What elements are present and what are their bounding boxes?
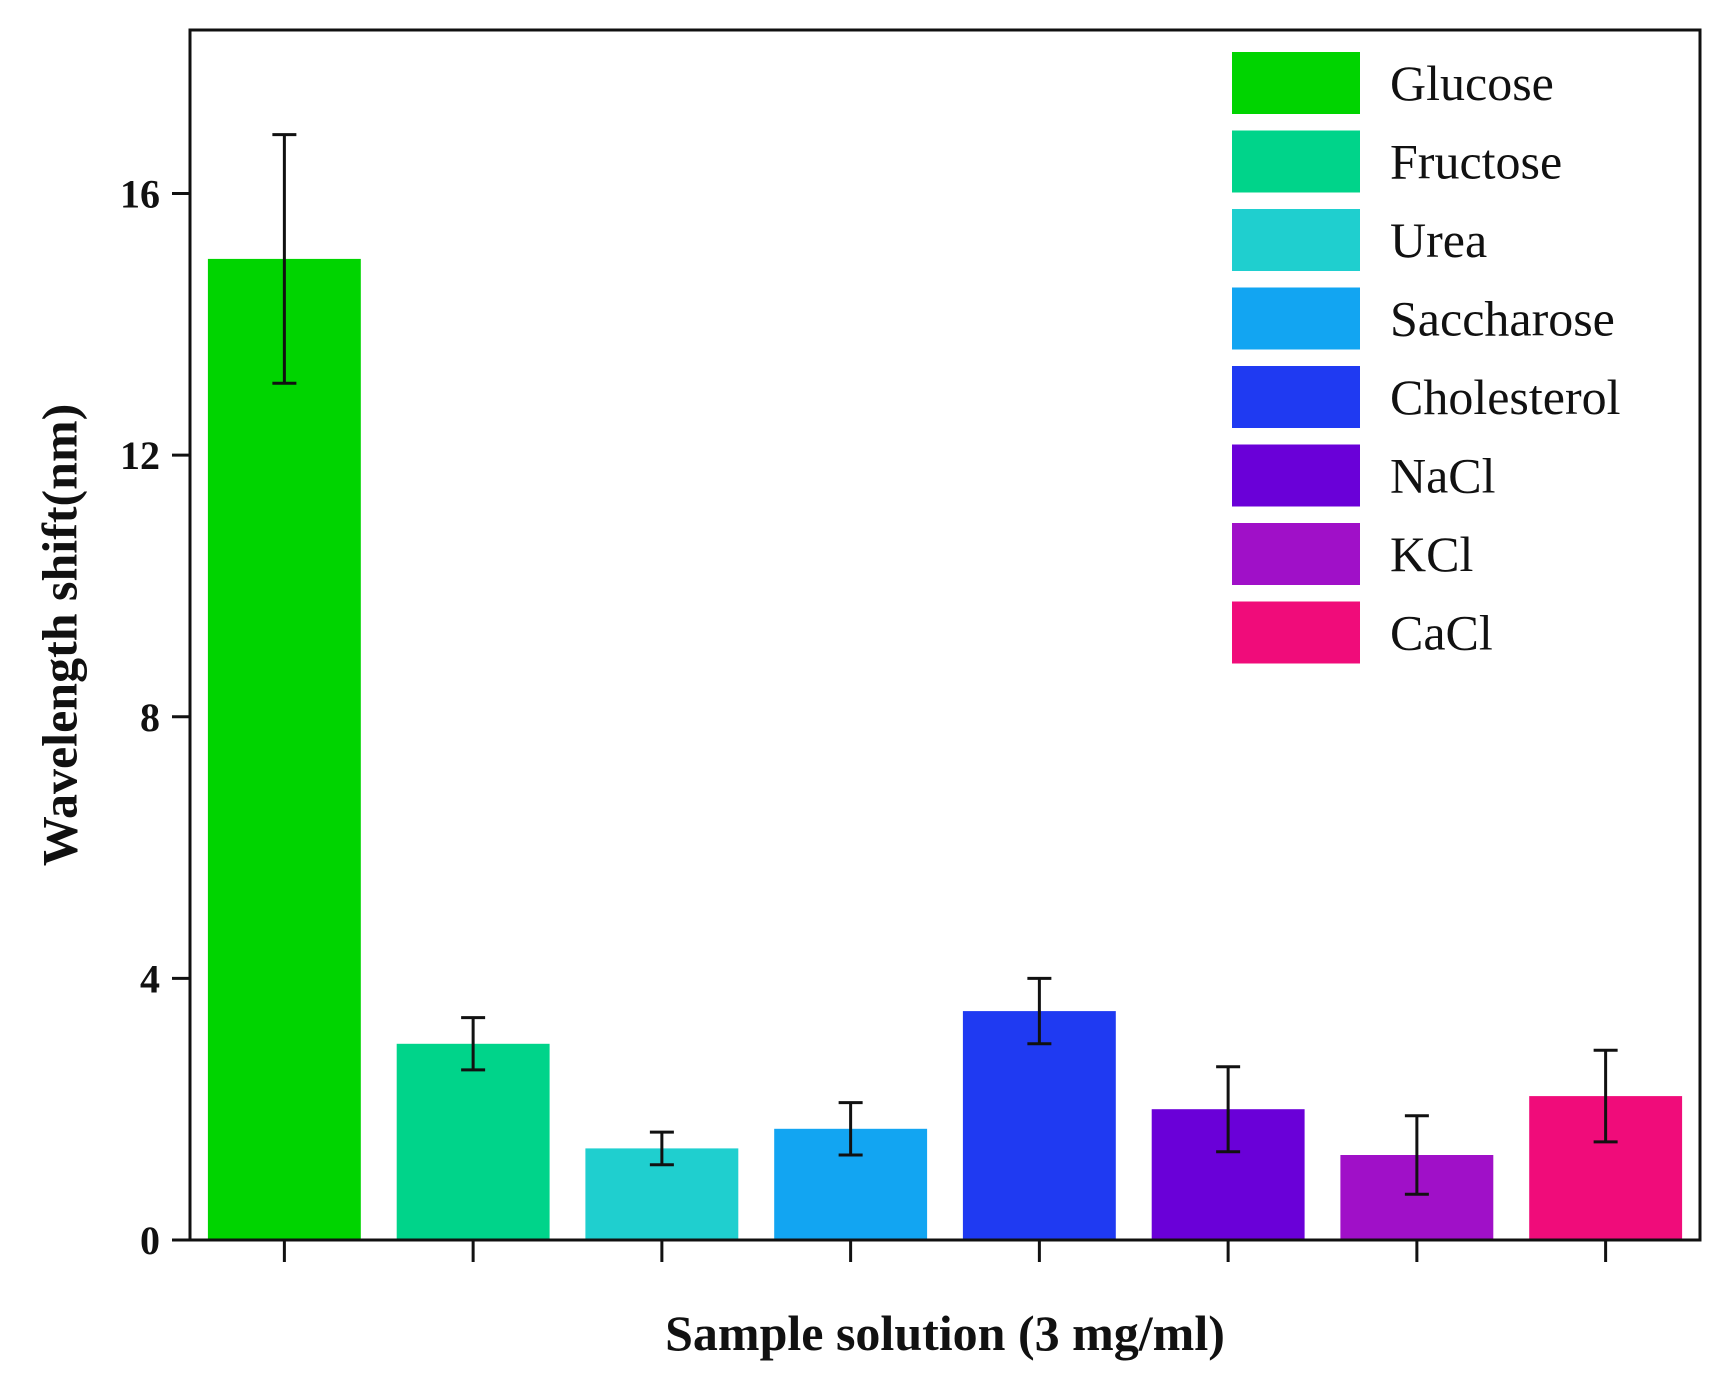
error-bar-urea bbox=[649, 1130, 674, 1167]
error-bars-layer bbox=[272, 133, 1618, 1196]
legend-swatch bbox=[1232, 366, 1360, 428]
legend-item-nacl: NaCl bbox=[1232, 444, 1496, 507]
y-tick-label: 4 bbox=[140, 956, 160, 1001]
error-bar-glucose bbox=[272, 133, 297, 385]
error-bar-cholesterol bbox=[1027, 976, 1052, 1046]
legend-item-cholesterol: Cholesterol bbox=[1232, 366, 1621, 428]
legend-label: NaCl bbox=[1390, 448, 1496, 504]
legend-item-urea: Urea bbox=[1232, 209, 1487, 271]
x-axis-title: Sample solution (3 mg/ml) bbox=[665, 1305, 1225, 1361]
legend-label: KCl bbox=[1390, 526, 1473, 582]
legend-swatch bbox=[1232, 130, 1360, 193]
legend-item-glucose: Glucose bbox=[1232, 52, 1554, 114]
plot-frame bbox=[188, 28, 1702, 1242]
y-tick-label: 12 bbox=[120, 433, 160, 478]
legend-swatch bbox=[1232, 52, 1360, 114]
bar-fructose bbox=[396, 1043, 550, 1240]
legend-item-saccharose: Saccharose bbox=[1232, 287, 1615, 350]
legend-item-fructose: Fructose bbox=[1232, 130, 1562, 193]
legend-label: CaCl bbox=[1390, 605, 1493, 661]
legend-swatch bbox=[1232, 209, 1360, 271]
y-tick-label: 0 bbox=[140, 1218, 160, 1263]
legend-swatch bbox=[1232, 444, 1360, 507]
x-axis-ticks bbox=[282, 1240, 1608, 1262]
y-axis-title: Wavelength shift(nm) bbox=[31, 404, 87, 867]
legend-label: Cholesterol bbox=[1390, 369, 1621, 425]
error-bar-nacl bbox=[1216, 1065, 1241, 1154]
legend: Glucose Fructose Urea Saccharose Cholesterol… bbox=[1232, 52, 1621, 664]
legend-swatch bbox=[1232, 601, 1360, 664]
error-bar-saccharose bbox=[838, 1101, 863, 1157]
legend-item-kcl: KCl bbox=[1232, 523, 1473, 585]
bar-glucose bbox=[207, 258, 361, 1240]
error-bar-cacl bbox=[1593, 1048, 1618, 1144]
error-bar-fructose bbox=[461, 1016, 486, 1072]
legend-label: Glucose bbox=[1390, 55, 1554, 111]
legend-label: Saccharose bbox=[1390, 291, 1615, 347]
legend-item-cacl: CaCl bbox=[1232, 601, 1493, 664]
legend-label: Fructose bbox=[1390, 134, 1562, 190]
y-tick-label: 8 bbox=[140, 695, 160, 740]
y-tick-label: 16 bbox=[120, 172, 160, 217]
error-bar-kcl bbox=[1404, 1114, 1429, 1196]
legend-swatch bbox=[1232, 523, 1360, 585]
legend-swatch bbox=[1232, 287, 1360, 350]
bars-layer bbox=[207, 258, 1683, 1240]
y-axis-ticks: 0 4 8 12 16 bbox=[120, 172, 190, 1263]
bar-cholesterol bbox=[962, 1011, 1116, 1240]
legend-label: Urea bbox=[1390, 212, 1487, 268]
